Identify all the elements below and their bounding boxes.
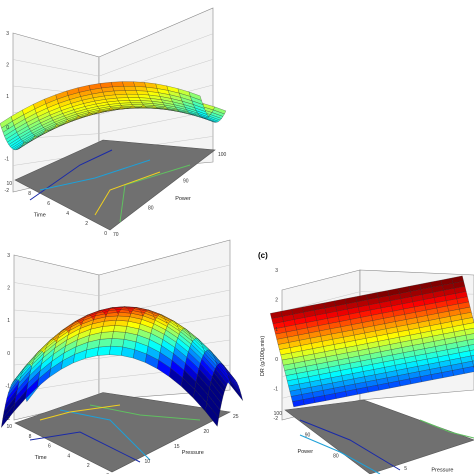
z-tick-label: 1	[7, 318, 10, 324]
y-tick-label: 10	[6, 424, 12, 430]
wall-gridline	[13, 264, 231, 297]
base-contour	[39, 404, 121, 421]
x-tick-label: 80	[148, 205, 154, 211]
y-tick-label: 90	[305, 432, 311, 438]
surface-patch	[113, 90, 127, 95]
y-tick-label: 4	[67, 453, 70, 459]
y-axis-label: Time	[34, 213, 46, 219]
y-tick-label: 8	[29, 434, 32, 440]
z-tick-label: 3	[6, 31, 9, 37]
surface-patch	[129, 100, 143, 104]
y-tick-label: 4	[66, 211, 69, 217]
y-tick-label: 10	[6, 181, 12, 187]
surface-patch	[111, 331, 126, 340]
x-axis-label: Pressure	[182, 450, 204, 456]
z-tick-label: 1	[275, 327, 278, 333]
z-tick-label: 0	[275, 357, 278, 363]
z-tick-label: 2	[6, 62, 9, 68]
z-tick-label: 0	[7, 351, 10, 357]
y-tick-label: 80	[333, 454, 339, 460]
base-floor	[14, 139, 216, 231]
surface-patch	[99, 331, 114, 340]
surface-patch	[125, 90, 138, 95]
surface-patch	[464, 328, 474, 336]
base-contour	[39, 159, 151, 191]
surface-patch	[469, 349, 474, 357]
z-tick-label: -1	[6, 383, 11, 389]
base-contour	[89, 404, 201, 421]
z-tick-label: -2	[5, 188, 10, 194]
surface-patch	[126, 94, 140, 98]
x-axis-label: Power	[175, 196, 191, 202]
x-tick-label: 70	[113, 232, 119, 238]
x-tick-label: 90	[183, 179, 189, 185]
z-tick-label: 1	[6, 94, 9, 100]
base-contour	[419, 419, 474, 439]
z-tick-label: -1	[5, 157, 10, 163]
panel-c-z-axis-label: DR (g/100g.min)	[260, 336, 266, 377]
base-floor	[284, 399, 474, 474]
base-contour	[59, 409, 151, 461]
surface-patch	[127, 97, 141, 101]
z-tick-label: -2	[6, 416, 11, 422]
surface-patch	[113, 325, 128, 333]
surface-patch	[467, 338, 474, 346]
x-tick-label: 20	[204, 429, 210, 435]
y-tick-label: 2	[87, 463, 90, 469]
surface-patch	[468, 344, 474, 351]
y-tick-label: 100	[274, 411, 283, 417]
panel-c-pressure-power: -2-101237080901005PowerPressure	[270, 268, 474, 474]
x-tick-label: 25	[233, 414, 239, 420]
base-contour	[299, 419, 401, 471]
surface-patch	[112, 86, 126, 92]
wall-gridline	[12, 110, 214, 140]
surface-patch	[97, 345, 111, 356]
surface-patch	[111, 81, 124, 87]
panel-b-pressure-time: -2-101230246810510152025TimePressure	[1, 239, 243, 474]
y-tick-label: 8	[28, 191, 31, 197]
y-tick-label: 6	[48, 444, 51, 450]
surface-patch	[463, 322, 474, 331]
surface-patch	[213, 106, 227, 115]
base-contour	[29, 431, 141, 463]
surface-patch	[229, 379, 243, 401]
surface-patch	[462, 366, 474, 374]
surface-patch	[110, 338, 125, 348]
y-axis-label: Time	[35, 455, 47, 461]
z-tick-label: 2	[7, 286, 10, 292]
surface-patch	[465, 333, 474, 341]
base-contour	[299, 434, 381, 474]
y-tick-label: 6	[47, 201, 50, 207]
surface-patch	[461, 317, 474, 325]
z-tick-label: 3	[275, 268, 278, 274]
z-tick-label: 3	[7, 253, 10, 259]
wall-gridline	[12, 33, 214, 77]
z-tick-label: 0	[6, 125, 9, 131]
surface-patch	[130, 102, 144, 105]
z-tick-label: 2	[275, 298, 278, 304]
surface-patch	[470, 355, 474, 362]
x-tick-label: 5	[404, 466, 407, 472]
y-tick-label: 0	[104, 231, 107, 237]
y-axis-label: Power	[297, 449, 313, 455]
x-tick-label: 10	[145, 459, 151, 465]
panel-a-power-time: -2 -1 0 1 2 3 0 2 4 6 8 10 70 80 90 100 Time Power	[0, 7, 227, 238]
x-tick-label: 100	[218, 152, 227, 158]
surface-patch	[109, 345, 123, 356]
x-tick-label: 15	[174, 444, 180, 450]
z-tick-label: -1	[274, 386, 279, 392]
surface-patch	[122, 81, 136, 87]
panel-c-label: (c)	[258, 251, 268, 260]
base-contour	[94, 171, 161, 216]
z-tick-label: -2	[274, 416, 279, 422]
surface-patch	[114, 320, 129, 327]
surface-patch	[98, 338, 113, 348]
surface-patch	[123, 86, 137, 91]
y-tick-label: 2	[85, 221, 88, 227]
x-axis-label: Pressure	[431, 468, 453, 474]
